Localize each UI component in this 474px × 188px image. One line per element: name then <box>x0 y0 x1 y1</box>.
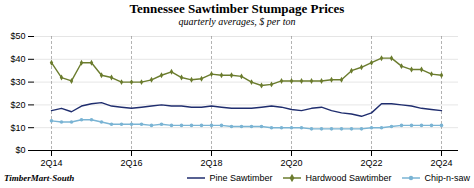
html-text:quarterly averages, $ per ton: quarterly averages, $ per ton <box>178 16 296 27</box>
svg-text:$50: $50 <box>10 31 25 41</box>
html-text:Tennessee Sawtimber Stumpage P: Tennessee Sawtimber Stumpage Prices <box>129 1 345 16</box>
html-text:TimberMart-South: TimberMart-South <box>4 172 75 183</box>
html-text:Hardwood Sawtimber: Hardwood Sawtimber <box>305 172 392 183</box>
svg-text:2Q14: 2Q14 <box>40 158 62 168</box>
svg-text:2Q18: 2Q18 <box>200 158 222 168</box>
svg-text:2Q22: 2Q22 <box>360 158 382 168</box>
html-text:Pine Sawtimber: Pine Sawtimber <box>209 172 273 183</box>
svg-text:2Q16: 2Q16 <box>120 158 142 168</box>
html-text:Chip-n-saw: Chip-n-saw <box>424 172 470 183</box>
svg-text:$10: $10 <box>10 123 25 133</box>
svg-text:$20: $20 <box>10 100 25 110</box>
svg-text:2Q20: 2Q20 <box>280 158 302 168</box>
svg-text:2Q24: 2Q24 <box>430 158 452 168</box>
svg-text:$30: $30 <box>10 77 25 87</box>
svg-text:$40: $40 <box>10 54 25 64</box>
svg-text:$0: $0 <box>15 145 25 155</box>
